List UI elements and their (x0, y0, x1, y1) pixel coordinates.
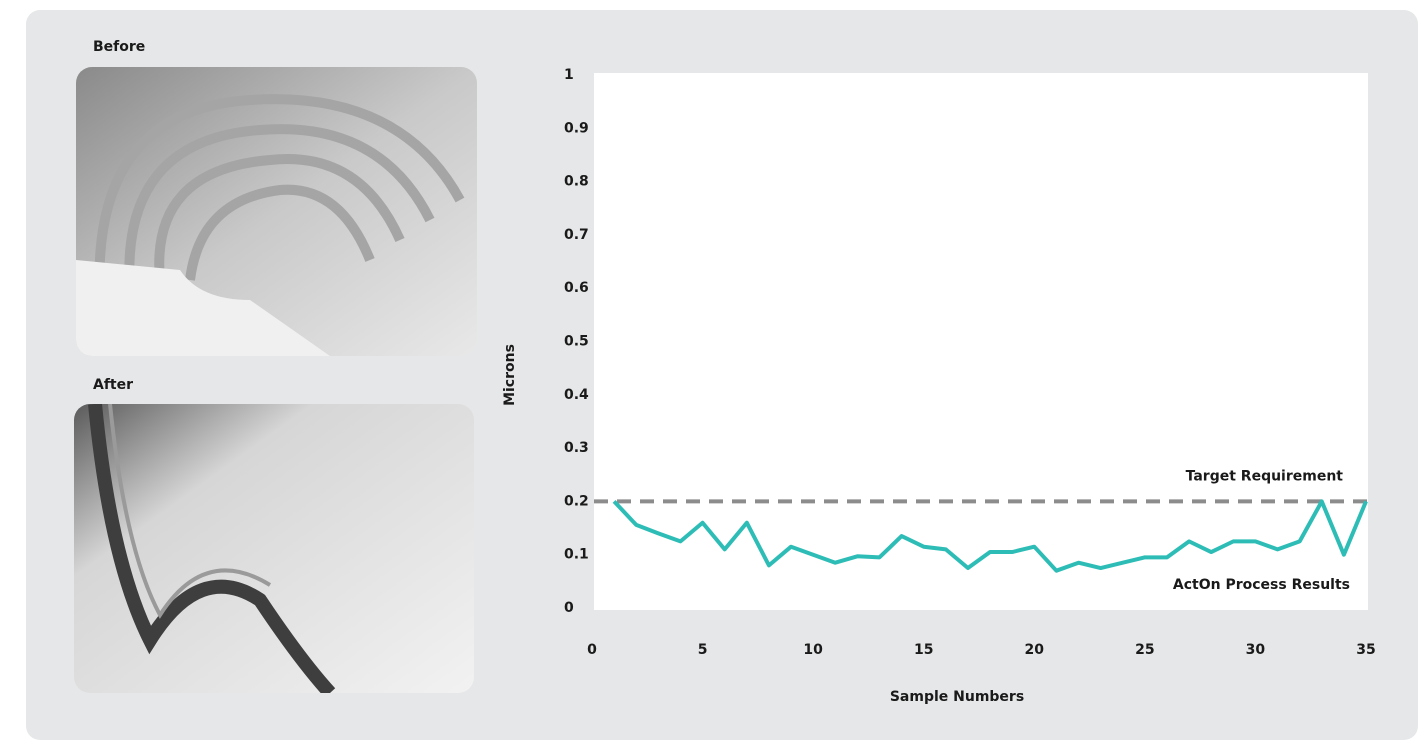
y-tick-label: 0.7 (564, 227, 589, 243)
x-tick-label: 10 (803, 642, 823, 658)
x-axis-title: Sample Numbers (890, 689, 1024, 705)
x-tick-label: 20 (1025, 642, 1045, 658)
data-line (612, 499, 1368, 573)
target-label: Target Requirement (1186, 468, 1344, 484)
y-tick-label: 0.1 (564, 547, 589, 563)
y-axis-title: Microns (502, 344, 518, 406)
y-tick-label: 0.9 (564, 120, 589, 136)
y-tick-label: 0.8 (564, 174, 589, 190)
before-photo (76, 67, 477, 356)
x-tick-label: 25 (1135, 642, 1154, 658)
x-tick-label: 0 (587, 642, 597, 658)
y-tick-label: 1 (564, 67, 574, 83)
y-tick-label: 0 (564, 600, 574, 616)
image-label: Before (93, 39, 145, 55)
x-tick-label: 30 (1246, 642, 1266, 658)
y-tick-label: 0.6 (564, 280, 589, 296)
y-tick-label: 0.2 (564, 493, 589, 509)
image-label: After (93, 377, 133, 393)
y-tick-label: 0.5 (564, 334, 589, 350)
x-tick-label: 35 (1356, 642, 1375, 658)
y-tick-label: 0.3 (564, 440, 589, 456)
series-label: ActOn Process Results (1173, 577, 1350, 593)
plot-area (594, 73, 1368, 610)
x-tick-label: 15 (914, 642, 933, 658)
y-tick-label: 0.4 (564, 387, 589, 403)
x-tick-label: 5 (698, 642, 708, 658)
after-photo (74, 404, 474, 693)
